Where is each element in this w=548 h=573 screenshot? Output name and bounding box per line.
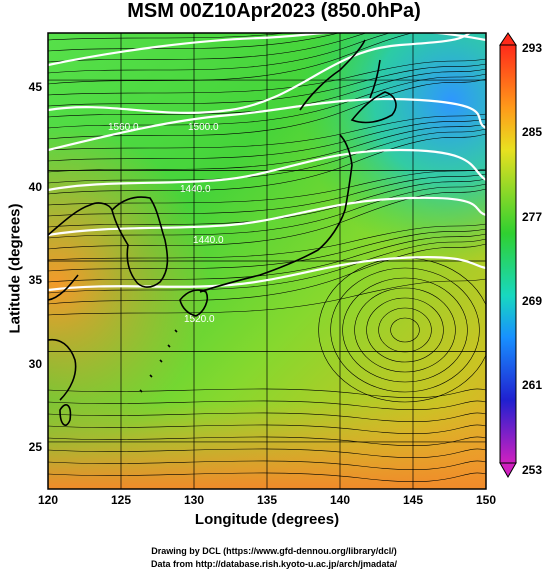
- streamline: [48, 123, 486, 173]
- streamline: [48, 33, 368, 63]
- streamline: [48, 133, 486, 195]
- streamline: [48, 33, 391, 74]
- lat-tick-label: 25: [29, 440, 43, 454]
- streamline: [48, 113, 486, 151]
- streamline-vortex: [366, 297, 444, 363]
- streamline: [48, 73, 486, 129]
- streamline: [48, 173, 486, 217]
- streamline: [48, 243, 486, 305]
- colorbar-tick-label: 285: [522, 125, 542, 139]
- contour-label: 1520.0: [184, 314, 215, 325]
- x-axis-label: Longitude (degrees): [194, 511, 340, 528]
- streamline-vortex: [390, 317, 420, 343]
- colorbar-tick-label: 269: [522, 294, 542, 308]
- colorbar-tick-label: 277: [522, 210, 542, 224]
- streamline: [48, 33, 340, 52]
- streamline: [48, 223, 486, 261]
- lon-tick-label: 135: [257, 493, 277, 507]
- contour-labels: 1560.0 1500.0 1440.0 1440.0 1520.0: [108, 122, 224, 325]
- color-bar: 293 285 277 269 261 253: [499, 32, 542, 479]
- colorbar-top-arrow: [499, 32, 517, 46]
- streamline: [48, 436, 486, 446]
- lat-tick-label: 35: [29, 273, 43, 287]
- contour-label: 1500.0: [188, 122, 219, 133]
- lon-tick-label: 130: [184, 493, 204, 507]
- streamline-vortex: [378, 307, 432, 353]
- geopotential-contours: [48, 33, 486, 292]
- credit-data-source: Data from http://database.rish.kyoto-u.a…: [150, 559, 398, 569]
- streamline: [48, 472, 486, 482]
- streamline: [48, 238, 486, 294]
- streamline: [48, 128, 486, 184]
- y-axis-label: Latitude (degrees): [6, 203, 24, 334]
- colorbar-tick-label: 261: [522, 378, 542, 392]
- streamline: [48, 424, 486, 434]
- credit-dcl: Drawing by DCL (https://www.gfd-dennou.o…: [151, 546, 397, 556]
- streamline: [48, 188, 486, 250]
- map-title: MSM 00Z10Apr2023 (850.0hPa): [127, 0, 421, 22]
- lon-tick-label: 125: [111, 493, 131, 507]
- streamline: [48, 33, 414, 85]
- lon-tick-label: 120: [38, 493, 58, 507]
- contour-label: 1560.0: [108, 122, 139, 133]
- streamline-vortex: [330, 267, 480, 393]
- streamline: [48, 118, 486, 162]
- streamline-vortex: [354, 287, 456, 373]
- colorbar-bottom-arrow: [499, 462, 517, 479]
- streamline-vortex: [342, 277, 468, 383]
- streamline: [48, 33, 288, 41]
- streamline: [48, 63, 486, 107]
- lat-tick-label: 30: [29, 357, 43, 371]
- streamline: [48, 460, 486, 470]
- wind-streamlines: [48, 33, 486, 482]
- contour-label: 1440.0: [193, 235, 224, 246]
- streamline: [48, 178, 486, 228]
- colorbar-tick-label: 293: [522, 41, 542, 55]
- streamline: [48, 68, 486, 118]
- streamline: [48, 183, 486, 239]
- longitude-ticks: 120 125 130 135 140 145 150: [38, 493, 496, 507]
- streamline: [48, 168, 486, 206]
- colorbar-ramp: [499, 44, 517, 464]
- colorbar-tick-label: 253: [522, 463, 542, 477]
- lon-tick-label: 145: [403, 493, 423, 507]
- coastlines: [48, 39, 397, 426]
- streamline: [48, 388, 486, 398]
- latitude-ticks: 25 30 35 40 45: [29, 80, 43, 454]
- lat-tick-label: 40: [29, 180, 43, 194]
- lat-tick-label: 45: [29, 80, 43, 94]
- streamline: [48, 78, 486, 140]
- contour-label: 1440.0: [180, 184, 211, 195]
- plot-frame: [47, 32, 487, 490]
- streamline: [48, 412, 486, 422]
- lon-tick-label: 150: [476, 493, 496, 507]
- streamline: [48, 233, 486, 283]
- streamline: [48, 448, 486, 458]
- lon-tick-label: 140: [330, 493, 350, 507]
- streamline: [48, 400, 486, 410]
